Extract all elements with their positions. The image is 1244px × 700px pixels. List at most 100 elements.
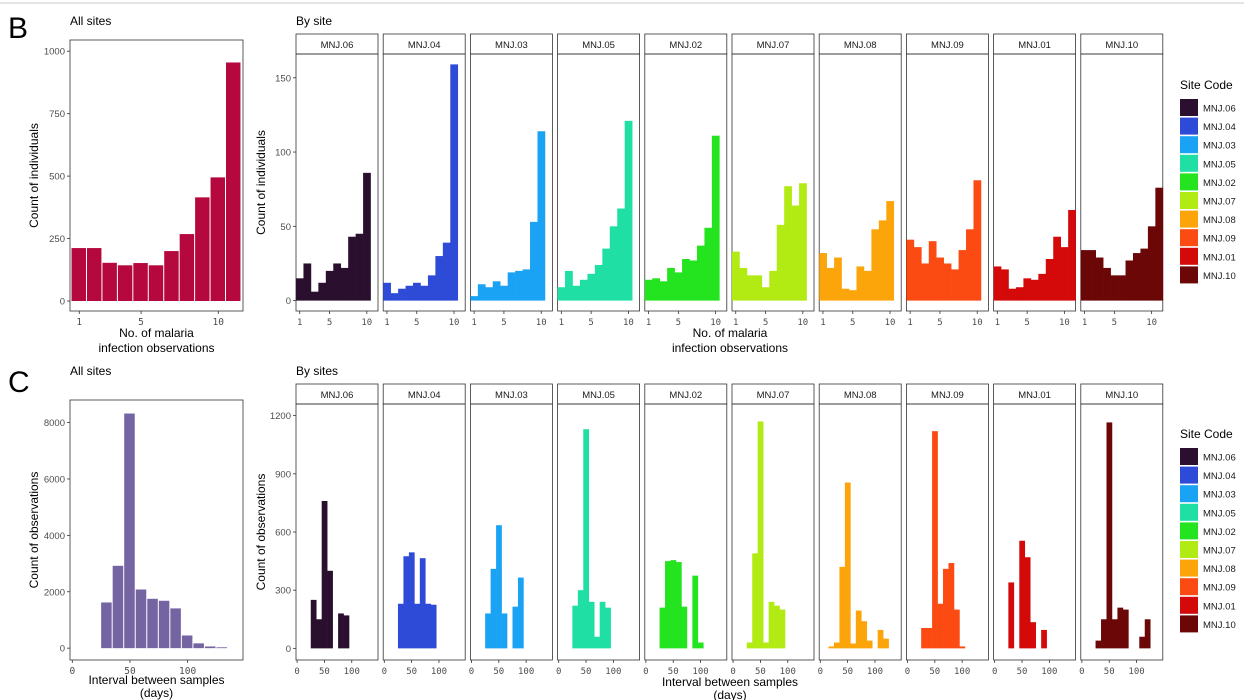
site-bar — [1132, 253, 1141, 301]
panel-C-all-bar — [124, 413, 135, 649]
site-bar — [296, 278, 304, 301]
facet-strip-label: MNJ.01 — [1018, 390, 1051, 401]
x-tick-label: 1 — [733, 318, 738, 328]
site-bar — [754, 275, 763, 301]
x-tick-label: 5 — [937, 318, 942, 328]
x-tick-label: 1 — [820, 318, 825, 328]
site-bar — [442, 242, 451, 301]
site-bar — [398, 288, 406, 301]
panel-B-all-ylabel: Count of individuals — [27, 123, 41, 228]
x-tick-label: 50 — [1017, 667, 1028, 677]
site-bar — [768, 601, 775, 649]
site-bar — [419, 558, 426, 649]
legend-swatch — [1180, 466, 1198, 484]
x-tick-label: 50 — [1104, 667, 1115, 677]
x-tick-label: 5 — [327, 318, 332, 328]
x-tick-label: 1 — [76, 317, 82, 328]
x-tick-label: 50 — [406, 667, 417, 677]
site-bar — [425, 603, 432, 649]
legend-swatch — [1180, 448, 1198, 465]
facet-strip-label: MNJ.03 — [495, 40, 528, 51]
site-bar — [850, 643, 857, 649]
x-tick-label: 50 — [319, 667, 330, 677]
site-bar — [883, 638, 889, 649]
site-bar — [427, 275, 436, 301]
panel-B-all-bar — [195, 197, 210, 302]
facet-frame — [993, 53, 1076, 312]
site-bar — [696, 245, 705, 301]
site-bar — [1008, 288, 1017, 301]
facet-frame — [382, 403, 466, 661]
facet-frame — [382, 53, 466, 312]
x-tick-label: 100 — [780, 667, 796, 677]
site-bar — [959, 646, 966, 649]
site-bar — [594, 264, 603, 301]
site-bar — [826, 267, 835, 301]
site-bar — [833, 642, 840, 649]
x-tick-label: 5 — [588, 318, 593, 328]
site-bar — [1122, 609, 1129, 649]
panel-C-all-bar — [112, 565, 124, 649]
x-tick-label: 10 — [536, 318, 547, 328]
y-tick-label: 500 — [49, 172, 65, 183]
site-bar — [906, 239, 915, 301]
panel-B-all-bar — [102, 262, 117, 302]
panel-B-all-bar — [179, 234, 195, 302]
panel-C-site-xlabel: (days) — [713, 688, 746, 700]
legend-swatch — [1180, 541, 1198, 558]
panel-B-all-bar — [117, 265, 133, 302]
legend-label: MNJ.06 — [1203, 104, 1236, 115]
x-tick-label: 1 — [995, 318, 1000, 328]
panel-B-all-bar — [86, 248, 102, 302]
site-bar — [652, 278, 661, 301]
y-tick-label: 2000 — [44, 587, 65, 598]
legend-label: MNJ.07 — [1203, 197, 1236, 208]
facet-strip-label: MNJ.02 — [669, 40, 702, 51]
x-tick-label: 10 — [972, 318, 983, 328]
site-bar — [951, 269, 959, 301]
facet-frame — [818, 53, 902, 312]
site-bar — [948, 563, 955, 649]
site-bar — [834, 257, 842, 301]
facet-strip-label: MNJ.01 — [1018, 40, 1051, 51]
x-tick-label: 100 — [518, 667, 534, 677]
site-bar — [1088, 250, 1097, 301]
facet-frame — [644, 53, 728, 312]
x-tick-label: 0 — [992, 667, 997, 677]
x-tick-label: 100 — [344, 667, 360, 677]
facet-strip-label: MNJ.02 — [669, 390, 702, 401]
panel-C-all-bar — [204, 646, 216, 649]
site-bar — [937, 603, 944, 649]
site-bar — [921, 263, 930, 301]
site-bar — [856, 266, 865, 301]
x-tick-label: 10 — [710, 318, 721, 328]
site-bar — [855, 610, 862, 649]
site-bar — [913, 247, 922, 301]
panel-C-all-bar — [181, 635, 193, 649]
panel-C-all-bar — [147, 598, 158, 649]
legend-label: MNJ.04 — [1203, 122, 1236, 133]
site-bar — [689, 260, 698, 301]
site-bar — [659, 607, 666, 649]
y-tick-label: 6000 — [44, 474, 65, 485]
site-bar — [1024, 557, 1031, 649]
facet-frame — [295, 403, 379, 661]
legend-swatch — [1180, 266, 1198, 284]
legend-title: Site Code — [1180, 78, 1233, 92]
x-tick-label: 100 — [1041, 667, 1057, 677]
site-bar — [435, 256, 444, 301]
panel-C-site-ylabel: Count of observations — [254, 474, 268, 591]
site-bar — [921, 628, 927, 649]
site-bar — [692, 575, 699, 649]
x-tick-label: 50 — [842, 667, 853, 677]
legend-label: MNJ.03 — [1203, 141, 1236, 152]
y-tick-label: 0 — [60, 644, 65, 655]
site-bar — [485, 287, 494, 301]
panel-B-all-xlabel: No. of malaria — [119, 326, 194, 340]
x-tick-label: 0 — [382, 667, 387, 677]
x-tick-label: 1 — [907, 318, 912, 328]
site-bar — [485, 613, 491, 649]
panel-B-all-bar — [71, 248, 86, 302]
site-bar — [321, 500, 328, 649]
